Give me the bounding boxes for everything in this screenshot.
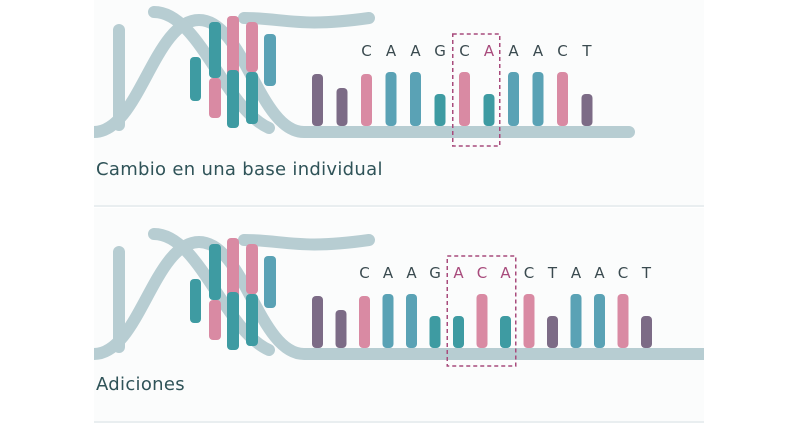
sequence-letter: T <box>641 264 652 282</box>
sequence-letter: A <box>571 264 582 282</box>
sequence-letter: G <box>434 42 446 60</box>
sequence-letter: C <box>524 264 534 282</box>
sequence-letter: A <box>406 264 417 282</box>
mutation-highlight-box <box>452 33 501 147</box>
nucleotide-bar <box>570 294 582 348</box>
nucleotide-bars <box>312 72 593 126</box>
nucleotide-bar <box>483 94 495 126</box>
nucleotide-bar <box>385 72 397 126</box>
nucleotide-bar <box>336 88 348 126</box>
sequence-letter: A <box>410 42 421 60</box>
sequence-letter: C <box>361 42 371 60</box>
nucleotide-bar <box>594 294 605 348</box>
nucleotide-bar <box>532 72 544 126</box>
nucleotide-bar <box>508 72 519 126</box>
sequence-letter: A <box>508 42 519 60</box>
nucleotide-bar <box>406 294 417 348</box>
section-divider <box>94 421 704 423</box>
sequence-letter: A <box>533 42 544 60</box>
sequence-letter: C <box>618 264 628 282</box>
mutation-highlight-box <box>446 255 517 367</box>
nucleotide-bar <box>547 316 558 348</box>
nucleotide-bar <box>382 294 394 348</box>
sequence-letter: C <box>459 42 469 60</box>
nucleotide-bar <box>410 72 421 126</box>
nucleotide-bar <box>361 74 372 126</box>
dna-helix-icon <box>94 228 704 360</box>
sequence-letter: A <box>453 264 464 282</box>
nucleotide-bar <box>581 94 593 126</box>
sequence-letter: A <box>594 264 605 282</box>
nucleotide-bar <box>557 72 568 126</box>
nucleotide-bar <box>476 294 488 348</box>
nucleotide-bars <box>312 294 652 348</box>
sequence-letter: T <box>581 42 592 60</box>
nucleotide-bar <box>641 316 652 348</box>
sequence-letter: G <box>429 264 441 282</box>
sequence-letter: C <box>557 42 567 60</box>
nucleotide-bar <box>459 72 470 126</box>
sequence-letter: C <box>477 264 487 282</box>
nucleotide-bar <box>335 310 347 348</box>
section-divider <box>94 205 704 207</box>
nucleotide-bar <box>434 94 446 126</box>
nucleotide-bar <box>523 294 535 348</box>
nucleotide-bar <box>312 296 323 348</box>
sequence-letter: C <box>359 264 369 282</box>
caption-additions: Adiciones <box>96 374 185 395</box>
nucleotide-bar <box>359 296 370 348</box>
sequence-letter: T <box>547 264 558 282</box>
sequence-letter: A <box>383 264 394 282</box>
sequence-letter: A <box>500 264 511 282</box>
nucleotide-bar <box>312 74 323 126</box>
sequence-letter: A <box>484 42 495 60</box>
nucleotide-bar <box>429 316 441 348</box>
nucleotide-bar <box>453 316 464 348</box>
nucleotide-bar <box>617 294 629 348</box>
sequence-letter: A <box>386 42 397 60</box>
caption-single-base-change: Cambio en una base individual <box>96 159 383 180</box>
dna-helix-icon <box>94 6 635 138</box>
nucleotide-bar <box>500 316 511 348</box>
